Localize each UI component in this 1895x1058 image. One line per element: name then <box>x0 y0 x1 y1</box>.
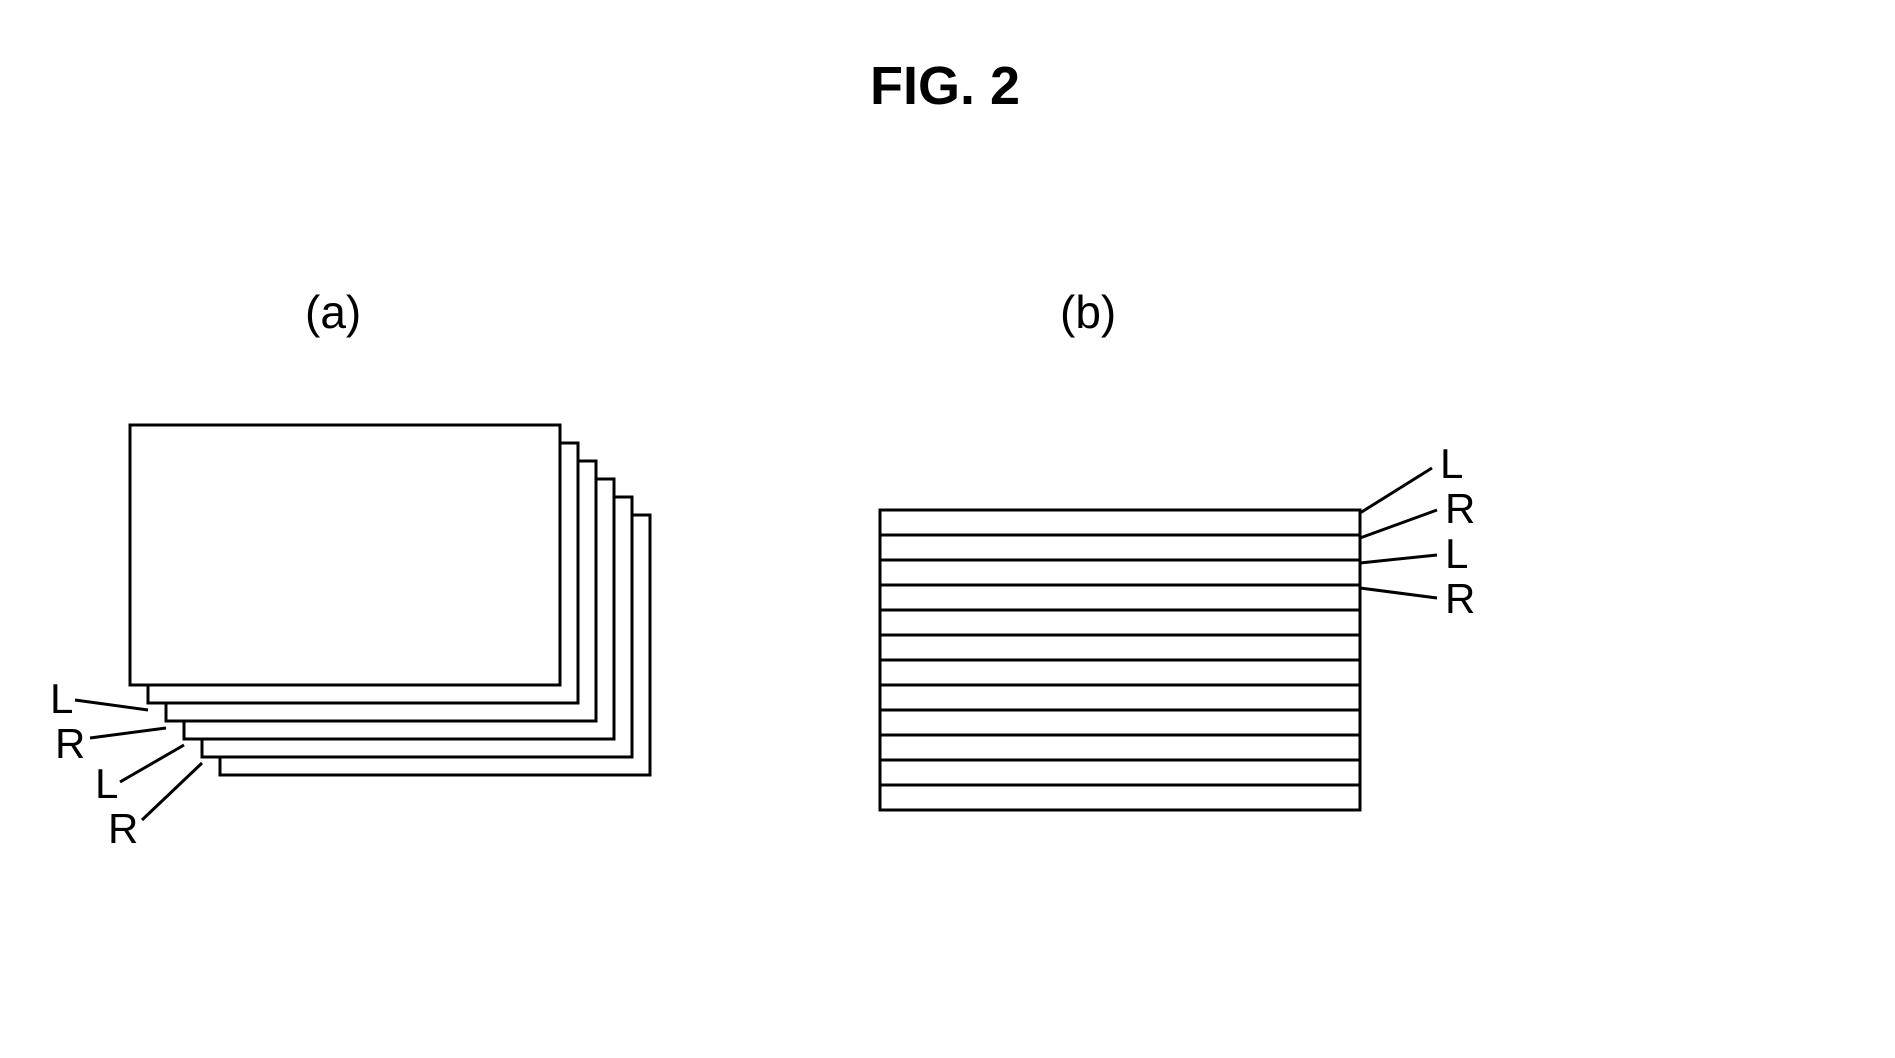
stacked-frame <box>130 425 560 685</box>
lead-letter: R <box>1445 575 1475 623</box>
lead-line <box>1360 555 1437 563</box>
lead-line <box>1360 468 1432 513</box>
lead-letter: R <box>108 805 138 853</box>
lead-letter: R <box>1445 485 1475 533</box>
lead-letter: L <box>1445 530 1468 578</box>
lead-letter: L <box>95 760 118 808</box>
panel-b-lead-lines <box>1360 468 1437 598</box>
lead-line <box>120 745 184 782</box>
lead-letter: R <box>55 720 85 768</box>
lead-letter: L <box>50 675 73 723</box>
lead-letter: L <box>1440 440 1463 488</box>
panel-a-stack <box>130 425 650 775</box>
diagram-svg <box>0 0 1895 1058</box>
lead-line <box>1360 588 1437 598</box>
lead-line <box>1360 510 1437 538</box>
lead-line <box>75 700 148 710</box>
panel-b-grid <box>880 510 1360 810</box>
lead-line <box>142 763 202 820</box>
lead-line <box>90 728 166 738</box>
